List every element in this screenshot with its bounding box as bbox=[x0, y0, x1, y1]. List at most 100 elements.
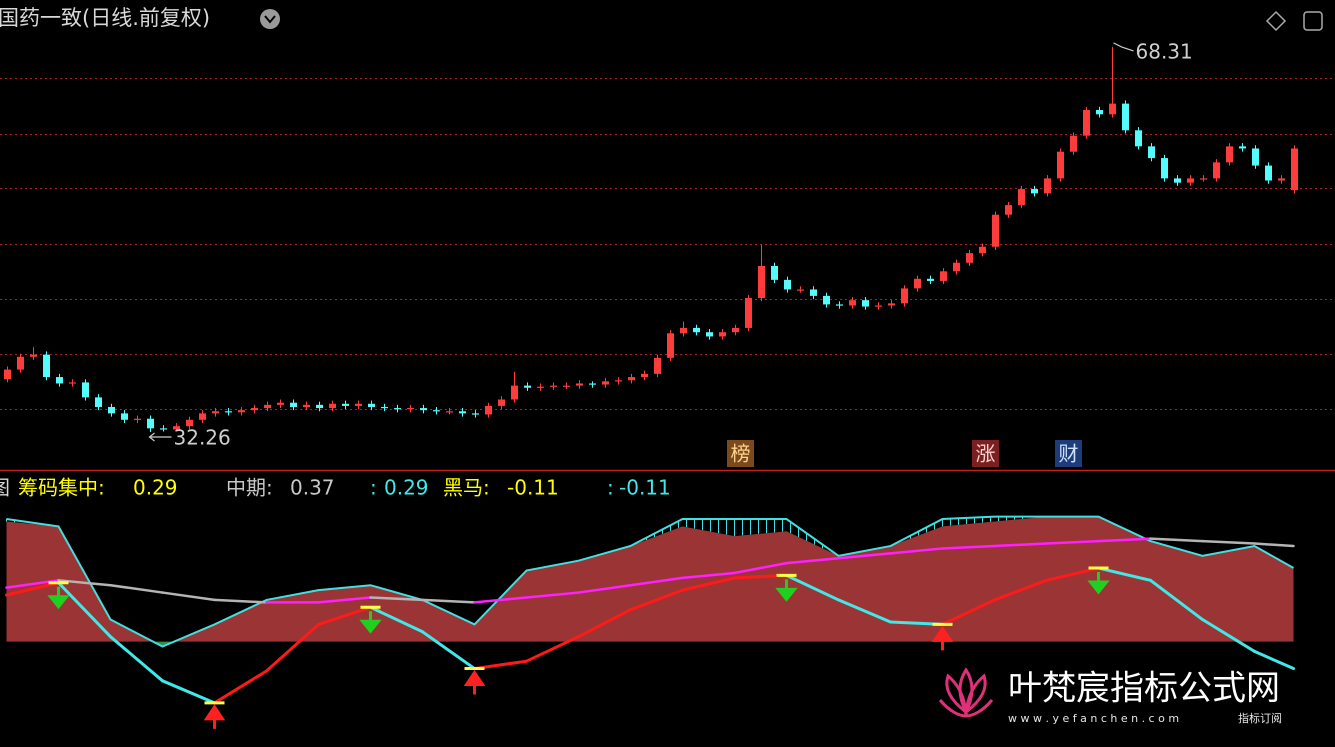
candle-body bbox=[1122, 103, 1129, 131]
buy-arrow bbox=[203, 704, 226, 729]
annotation-label: 32.26 bbox=[174, 425, 231, 449]
line-segment bbox=[681, 571, 736, 580]
line-segment bbox=[1253, 542, 1295, 548]
line bbox=[6, 515, 1294, 648]
candle-body bbox=[173, 426, 180, 430]
candle-body bbox=[511, 385, 518, 400]
candle-body bbox=[147, 418, 154, 429]
line-segment bbox=[213, 598, 268, 604]
line-segment bbox=[317, 605, 372, 626]
candle-body bbox=[732, 327, 739, 333]
candle-body bbox=[992, 214, 999, 247]
candle-body bbox=[1174, 178, 1181, 183]
candle-body bbox=[862, 300, 869, 307]
line-segment bbox=[993, 578, 1048, 602]
line-segment bbox=[1097, 566, 1152, 582]
line-segment bbox=[1045, 566, 1100, 582]
candle-body bbox=[641, 373, 648, 378]
candle-body bbox=[459, 411, 466, 414]
candle-body bbox=[849, 300, 856, 306]
line-segment bbox=[265, 622, 320, 673]
buy-arrow bbox=[931, 625, 954, 651]
candle-body bbox=[1135, 130, 1142, 147]
sell-arrow bbox=[1087, 572, 1110, 595]
candle-body bbox=[212, 411, 219, 414]
candle-body bbox=[654, 357, 661, 374]
candle-body bbox=[433, 410, 440, 412]
candle-body bbox=[914, 278, 921, 289]
candle-body bbox=[1083, 110, 1090, 136]
line-segment bbox=[837, 552, 892, 560]
candle-body bbox=[537, 386, 544, 388]
line-segment bbox=[369, 596, 424, 602]
legend-value: 0.29 bbox=[384, 476, 429, 500]
line-segment bbox=[213, 669, 268, 705]
candle-body bbox=[407, 408, 414, 410]
candle-body bbox=[251, 408, 258, 411]
candle-body bbox=[719, 332, 726, 337]
watermark-tag: 指标订阅 bbox=[1238, 711, 1282, 725]
legend-value: -0.11 bbox=[619, 476, 671, 500]
candle-body bbox=[706, 332, 713, 337]
line-segment bbox=[109, 583, 164, 594]
candle-body bbox=[1252, 148, 1259, 166]
candle-body bbox=[394, 408, 401, 410]
candle-body bbox=[602, 381, 609, 385]
annotation-label: 68.31 bbox=[1136, 39, 1193, 63]
legend-name: 筹码集中: bbox=[18, 476, 105, 500]
candle-body bbox=[1239, 146, 1246, 149]
line-segment bbox=[1097, 537, 1152, 543]
candle-body bbox=[888, 303, 895, 306]
legend-value: 0.37 bbox=[290, 476, 335, 500]
panel-label: 图 bbox=[0, 476, 10, 500]
badge-text: 榜 bbox=[731, 442, 751, 466]
legend-name: 黑马: bbox=[443, 476, 490, 500]
line-segment bbox=[1201, 618, 1256, 653]
line-segment bbox=[57, 579, 112, 587]
line-segment bbox=[161, 679, 216, 705]
candle-body bbox=[355, 403, 362, 406]
line-segment bbox=[785, 556, 840, 565]
badge-text: 涨 bbox=[976, 442, 996, 466]
candle-body bbox=[823, 295, 830, 305]
plot-area: 68.3132.26图筹码集中:0.29中期:0.37:0.29黑马:-0.11… bbox=[0, 39, 1335, 729]
candle-body bbox=[329, 403, 336, 409]
line-segment bbox=[889, 547, 944, 555]
window-icon[interactable] bbox=[1303, 11, 1323, 31]
line-segment bbox=[1201, 539, 1256, 545]
line-segment bbox=[525, 591, 580, 599]
candle-body bbox=[121, 413, 128, 420]
line-segment bbox=[629, 588, 684, 612]
candle-body bbox=[628, 377, 635, 381]
candle-body bbox=[134, 418, 141, 420]
line-segment bbox=[941, 544, 996, 550]
candle-body bbox=[1057, 151, 1064, 179]
candle-body bbox=[1005, 205, 1012, 215]
candle-body bbox=[615, 380, 622, 382]
logo bbox=[938, 667, 994, 718]
badge: 榜 bbox=[727, 440, 754, 467]
line-segment bbox=[577, 608, 632, 639]
candle-body bbox=[95, 397, 102, 407]
legend-name: : bbox=[370, 476, 377, 500]
candle-body bbox=[303, 404, 310, 407]
diamond-icon[interactable] bbox=[1265, 10, 1287, 32]
line-segment bbox=[57, 581, 112, 639]
line-segment bbox=[1253, 649, 1295, 671]
candle-body bbox=[4, 369, 11, 380]
candle-body bbox=[381, 406, 388, 409]
candle-body bbox=[1018, 189, 1025, 206]
candle-body bbox=[1161, 158, 1168, 179]
dropdown-button[interactable] bbox=[260, 9, 280, 29]
candle-body bbox=[576, 383, 583, 386]
legend-value: -0.11 bbox=[507, 476, 559, 500]
line-segment bbox=[1045, 539, 1100, 545]
candle-body bbox=[225, 411, 232, 413]
candle-body bbox=[745, 298, 752, 328]
candle-body bbox=[875, 305, 882, 307]
watermark-url: w w w . y e f a n c h e n . c o m bbox=[1008, 712, 1179, 725]
watermark: 叶梵宸指标公式网 w w w . y e f a n c h e n . c o… bbox=[938, 667, 1282, 725]
buy-arrow bbox=[463, 669, 486, 695]
candle-body bbox=[446, 411, 453, 413]
